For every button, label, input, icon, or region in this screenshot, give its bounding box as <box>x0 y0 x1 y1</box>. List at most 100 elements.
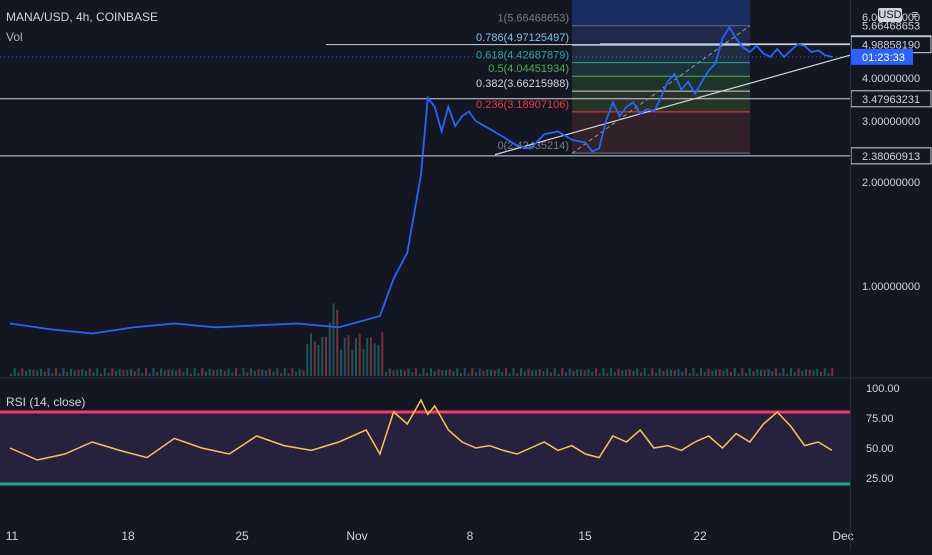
volume-bar <box>336 309 339 376</box>
volume-bar <box>572 370 575 376</box>
volume-bar <box>280 373 282 376</box>
volume-bar <box>208 368 211 376</box>
volume-bar <box>126 370 129 376</box>
volume-bar <box>778 372 781 376</box>
volume-bar <box>568 368 571 376</box>
volume-bar <box>471 368 474 376</box>
currency-badge[interactable]: USD <box>878 8 902 22</box>
fib-zone <box>572 45 750 63</box>
volume-bar <box>816 368 819 376</box>
volume-bar <box>246 372 249 376</box>
volume-bar <box>373 343 376 376</box>
volume-bar <box>426 372 429 376</box>
volume-bar <box>482 370 485 376</box>
rsi-title: RSI (14, close) <box>6 395 86 409</box>
volume-bar <box>287 373 290 376</box>
volume-bar <box>613 371 616 376</box>
volume-bar <box>115 371 117 376</box>
volume-bar <box>268 368 271 376</box>
volume-bar <box>385 371 387 376</box>
volume-bar <box>692 368 695 376</box>
rsi-axis-label: 25.00 <box>866 473 894 485</box>
volume-bar <box>610 368 612 376</box>
rsi-band <box>0 412 850 484</box>
volume-bar <box>831 368 834 376</box>
volume-bar <box>160 368 162 376</box>
volume-bar <box>238 373 241 376</box>
x-axis-label: Nov <box>346 529 367 543</box>
volume-bar <box>276 368 279 376</box>
volume-bar <box>565 372 567 376</box>
volume-bar <box>411 372 414 376</box>
volume-bar <box>441 370 444 376</box>
volume-bar <box>103 368 106 376</box>
volume-bar <box>242 368 245 376</box>
volume-bar <box>73 370 76 376</box>
volume-bar <box>43 371 46 376</box>
volume-bar <box>640 372 642 376</box>
volume-bar <box>805 369 807 376</box>
rsi-axis-label: 100.00 <box>866 383 900 395</box>
volume-bar <box>726 368 729 376</box>
volume-bar <box>47 368 50 376</box>
volume-bar <box>137 368 140 376</box>
volume-bar <box>655 372 657 376</box>
volume-bar <box>696 373 699 376</box>
volume-bar <box>152 368 155 376</box>
rsi-series-line <box>9 398 833 461</box>
volume-bar <box>40 368 42 376</box>
volume-bar <box>523 371 526 376</box>
volume-bar <box>711 370 714 376</box>
volume-bar <box>317 344 320 376</box>
volume-bar <box>647 373 650 376</box>
volume-bar <box>786 373 789 376</box>
volume-bar <box>58 373 61 376</box>
volume-bar <box>70 368 72 376</box>
volume-bar <box>253 370 256 376</box>
volume-bar <box>606 373 609 376</box>
volume-bar <box>625 369 627 376</box>
volume-bar <box>595 368 597 376</box>
volume-bar <box>823 368 826 376</box>
volume-bar <box>36 370 39 376</box>
price-axis-label: 4.00000000 <box>862 73 920 85</box>
x-axis-label: 8 <box>467 529 474 543</box>
volume-bar <box>673 370 676 376</box>
volume-bar <box>291 368 294 376</box>
volume-bar <box>553 368 556 376</box>
volume-bar <box>227 368 230 376</box>
volume-bar <box>193 368 196 376</box>
level-box-label: 3.47963231 <box>862 94 920 106</box>
volume-bar <box>748 368 751 376</box>
volume-bar <box>392 370 395 376</box>
volume-bar <box>452 371 455 376</box>
volume-bar <box>145 368 147 376</box>
volume-bar <box>437 369 440 376</box>
volume-bar <box>535 369 537 376</box>
volume-bar <box>407 368 410 376</box>
volume-bar <box>186 368 189 376</box>
volume-bar <box>463 368 466 376</box>
volume-bar <box>820 371 822 376</box>
volume-bar <box>167 369 170 376</box>
volume-bar <box>96 368 99 376</box>
volume-bar <box>17 372 20 376</box>
fib-level-label: 0.618(4.42687879) <box>476 50 569 62</box>
x-axis-label: 15 <box>578 529 592 543</box>
hamburger-icon[interactable]: ≡ <box>911 9 919 21</box>
volume-bar <box>377 345 380 376</box>
volume-bar <box>598 373 601 376</box>
volume-bar <box>388 368 391 376</box>
volume-bar <box>602 368 605 376</box>
volume-bar <box>190 373 192 376</box>
fib-level-label: 0.786(4.97125497) <box>476 32 569 44</box>
volume-bar <box>508 373 511 376</box>
current-price-badge <box>851 48 913 65</box>
volume-bar <box>542 371 545 376</box>
fib-level-label: 0.5(4.04451934) <box>488 63 569 75</box>
volume-bar <box>111 368 114 376</box>
volume-bar <box>527 368 530 376</box>
volume-bar <box>10 374 12 376</box>
volume-bar <box>557 373 560 376</box>
